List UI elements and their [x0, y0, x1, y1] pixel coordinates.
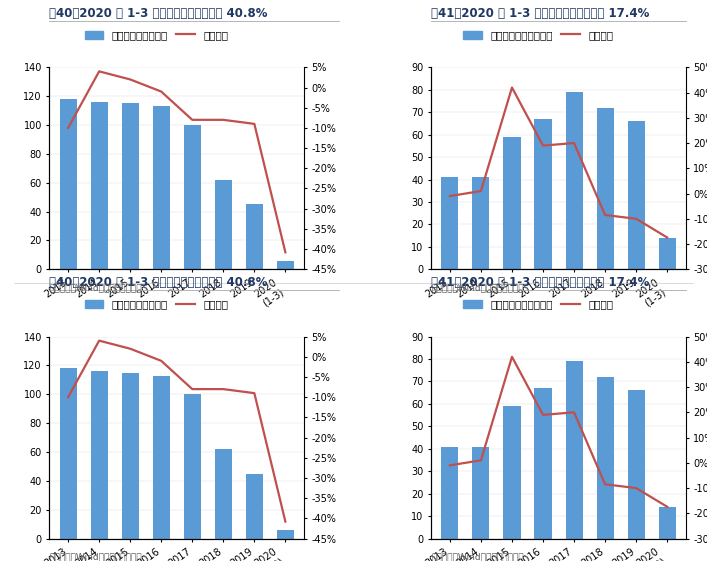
- Text: 图41：2020 年 1-3 月进口葡萄酒数量下降 17.4%: 图41：2020 年 1-3 月进口葡萄酒数量下降 17.4%: [431, 276, 650, 289]
- Text: 数据来源：Wind、开源证券研究所: 数据来源：Wind、开源证券研究所: [49, 283, 142, 292]
- Bar: [90, 371, 107, 539]
- Bar: [277, 530, 294, 539]
- Bar: [59, 99, 76, 269]
- Bar: [153, 106, 170, 269]
- Bar: [215, 180, 232, 269]
- Bar: [503, 137, 520, 269]
- Legend: 国内产量（万千升）, 同比增速: 国内产量（万千升）, 同比增速: [83, 28, 230, 42]
- Bar: [122, 103, 139, 269]
- Bar: [184, 394, 201, 539]
- Text: 数据来源：Wind、开源证券研究所: 数据来源：Wind、开源证券研究所: [431, 283, 524, 292]
- Text: 数据来源：Wind、开源证券研究所: 数据来源：Wind、开源证券研究所: [431, 553, 524, 561]
- Text: 图41：2020 年 1-3 月进口葡萄酒数量下降 17.4%: 图41：2020 年 1-3 月进口葡萄酒数量下降 17.4%: [431, 7, 650, 20]
- Bar: [122, 373, 139, 539]
- Bar: [153, 375, 170, 539]
- Bar: [534, 388, 551, 539]
- Bar: [246, 473, 263, 539]
- Bar: [441, 177, 458, 269]
- Bar: [246, 204, 263, 269]
- Bar: [59, 369, 76, 539]
- Bar: [90, 102, 107, 269]
- Bar: [472, 447, 489, 539]
- Legend: 进口酒数量（万千升）, 同比增速: 进口酒数量（万千升）, 同比增速: [461, 297, 615, 311]
- Text: 数据来源：Wind、开源证券研究所: 数据来源：Wind、开源证券研究所: [49, 553, 142, 561]
- Bar: [472, 177, 489, 269]
- Bar: [628, 121, 645, 269]
- Bar: [597, 377, 614, 539]
- Bar: [503, 406, 520, 539]
- Text: 图40：2020 年 1-3 月国内葡萄酒产量下降 40.8%: 图40：2020 年 1-3 月国内葡萄酒产量下降 40.8%: [49, 7, 268, 20]
- Bar: [277, 261, 294, 269]
- Bar: [566, 361, 583, 539]
- Legend: 国内产量（万千升）, 同比增速: 国内产量（万千升）, 同比增速: [83, 297, 230, 311]
- Bar: [184, 125, 201, 269]
- Text: 图40：2020 年 1-3 月国内葡萄酒产量下降 40.8%: 图40：2020 年 1-3 月国内葡萄酒产量下降 40.8%: [49, 276, 268, 289]
- Bar: [659, 507, 676, 539]
- Bar: [628, 390, 645, 539]
- Bar: [597, 108, 614, 269]
- Bar: [566, 92, 583, 269]
- Bar: [659, 238, 676, 269]
- Legend: 进口酒数量（万千升）, 同比增速: 进口酒数量（万千升）, 同比增速: [461, 28, 615, 42]
- Bar: [441, 447, 458, 539]
- Bar: [534, 119, 551, 269]
- Bar: [215, 449, 232, 539]
